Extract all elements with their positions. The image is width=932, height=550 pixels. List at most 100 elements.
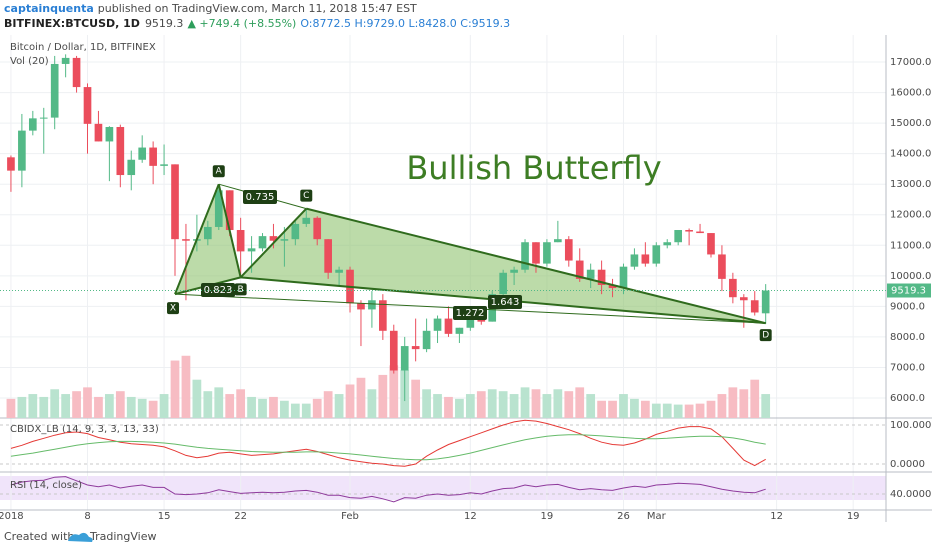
candle-body (357, 303, 365, 310)
pattern-point-label: A (216, 167, 223, 177)
candle-body (652, 245, 661, 264)
last-price: 9519.3 (145, 17, 184, 30)
candle-body (116, 126, 125, 176)
volume-bar (586, 394, 596, 418)
volume-bar (389, 365, 399, 418)
volume-bar (50, 389, 60, 418)
volume-bar (236, 389, 246, 418)
volume-bar (115, 391, 125, 418)
symbol: BITFINEX:BTCUSD, 1D (4, 17, 140, 30)
candle-body (608, 284, 617, 289)
volume-bar (520, 387, 530, 418)
x-tick-label: 19 (847, 511, 860, 522)
volume-bar (509, 394, 519, 418)
x-tick-label: 8 (84, 511, 90, 522)
candle-body (214, 190, 223, 227)
ratio-box (488, 295, 522, 309)
candle-body (411, 346, 420, 350)
candle-body (182, 239, 190, 241)
volume-bar (312, 398, 322, 418)
y-tick-label: 6000.0 (890, 393, 925, 404)
candle-body (258, 236, 267, 249)
author[interactable]: captainquenta (4, 2, 94, 15)
annotation: Bullish Butterfly (406, 149, 661, 187)
candle-body (302, 217, 311, 224)
candle-body (72, 57, 81, 88)
pattern-point-label: C (303, 191, 309, 201)
candle-body (149, 147, 157, 166)
volume-bar (6, 398, 16, 418)
volume-bar (662, 403, 672, 418)
x-tick-label: 19 (541, 511, 554, 522)
volume-bar (619, 394, 628, 418)
volume-bar (706, 400, 716, 418)
volume-bar (148, 400, 158, 418)
volume-bar (608, 400, 617, 418)
volume-bar (192, 379, 202, 418)
ratio-box (453, 306, 487, 320)
volume-bar (728, 387, 738, 418)
candle-body (597, 269, 606, 285)
volume-bar (367, 389, 377, 418)
candle-body (39, 117, 48, 119)
pattern-point-label: B (238, 285, 244, 295)
last-price-label: 9519.3 (891, 286, 926, 297)
pattern-area (240, 208, 766, 324)
volume-bar (433, 394, 442, 418)
volume-bar (498, 391, 508, 418)
volume-bar (126, 396, 136, 418)
y-tick-label: 9000.0 (890, 301, 925, 312)
volume-bar (39, 396, 49, 418)
candle-body (641, 254, 650, 264)
y-tick-label: 40.0000 (890, 489, 931, 500)
pattern-point-label: D (762, 331, 769, 341)
pattern-line (174, 183, 220, 295)
volume-bar (258, 398, 267, 418)
candle-body (455, 327, 464, 334)
volume-bar (465, 394, 475, 418)
volume-bar (553, 389, 563, 418)
ratio-label: 0.823 (204, 285, 233, 296)
indicator-line (10, 434, 766, 461)
volume-bar (739, 389, 749, 418)
ratio-box (243, 190, 277, 204)
volume-bar (750, 379, 760, 418)
published: published on TradingView.com, March 11, … (98, 2, 417, 15)
pattern-point-label: X (170, 304, 176, 314)
rsi-band (0, 476, 886, 500)
ratio-box (201, 283, 235, 297)
candle-body (50, 63, 59, 118)
candle-body (521, 242, 529, 270)
candle-body (761, 290, 770, 314)
candle-body (105, 126, 114, 142)
candle-body (171, 164, 179, 240)
volume-bar (630, 398, 639, 418)
candle-body (203, 226, 212, 240)
candle-body (718, 254, 726, 279)
volume-bar (476, 391, 486, 418)
volume-bar (455, 398, 464, 418)
volume-bar (323, 391, 333, 418)
candle-body (160, 164, 168, 166)
candle-body (389, 330, 398, 371)
footer-brand[interactable]: TradingView (89, 530, 156, 543)
candle-body (269, 236, 278, 241)
x-tick-label: 12 (464, 511, 477, 522)
candle-body (291, 223, 300, 240)
candle-body (510, 269, 518, 273)
candle-body (750, 300, 759, 313)
x-tick-label: 2018 (0, 511, 24, 522)
pattern-point-box (212, 165, 225, 178)
y-tick-label: 14000.0 (890, 149, 931, 160)
volume-bar (378, 374, 388, 418)
candle-body (138, 147, 147, 160)
y-tick-label: 8000.0 (890, 332, 925, 343)
x-tick-label: Mar (647, 511, 667, 522)
candle-body (28, 118, 37, 131)
volume-bar (334, 394, 344, 418)
change: ▲ +749.4 (+8.55%) (187, 17, 296, 30)
volume-bar (280, 400, 289, 418)
candle-body (433, 318, 442, 331)
symbol-line: BITFINEX:BTCUSD, 1D 9519.3 ▲ +749.4 (+8.55… (4, 17, 510, 30)
